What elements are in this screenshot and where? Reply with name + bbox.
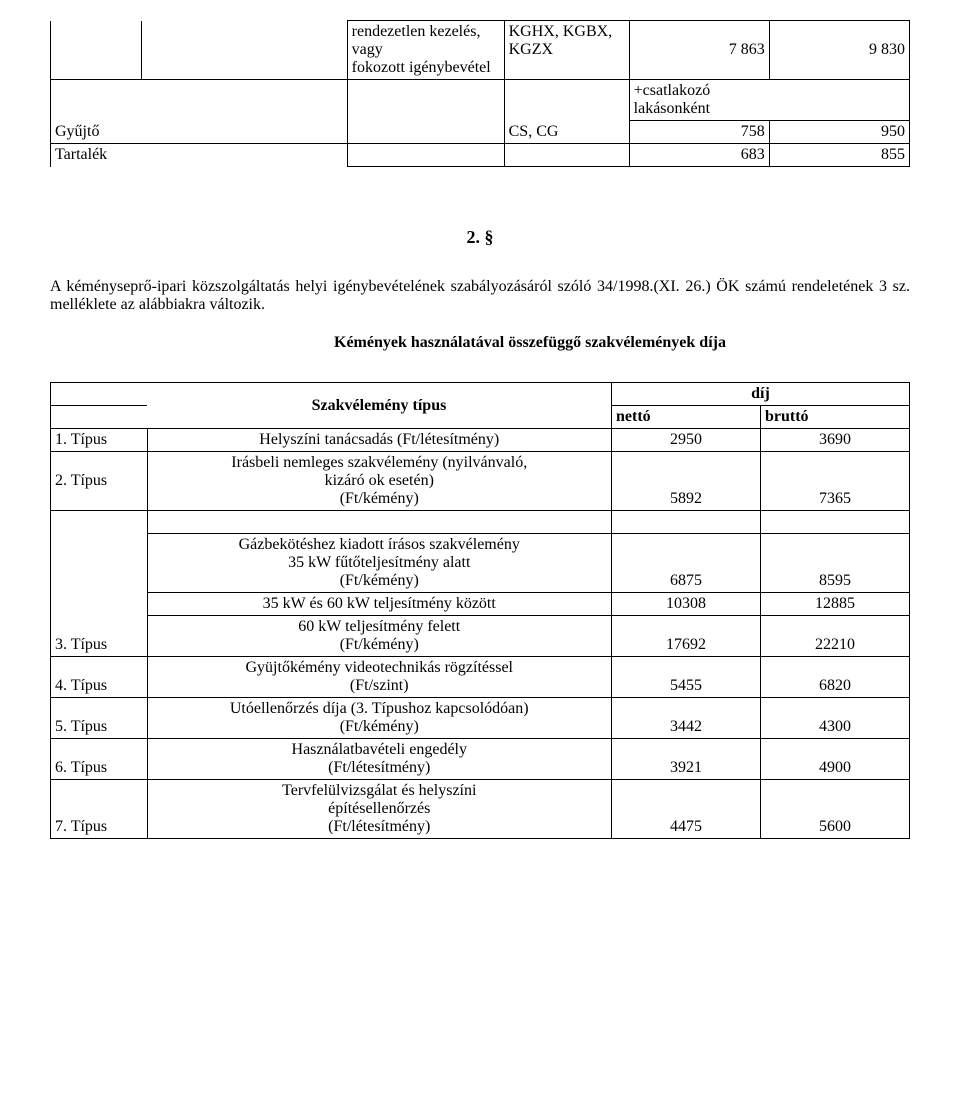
- cell-label: Gyűjtő: [51, 80, 348, 144]
- text: építésellenőrzés: [328, 800, 430, 817]
- cell-code: KGHX, KGBX, KGZX: [504, 21, 629, 80]
- cell-desc: 60 kW teljesítmény felett (Ft/kémény): [147, 615, 612, 656]
- cell-blank: [612, 511, 761, 534]
- cell-value: 8595: [761, 533, 910, 592]
- header-type: Szakvélemény típus: [147, 383, 612, 429]
- cell-value: 4300: [761, 697, 910, 738]
- cell-value: 6875: [612, 533, 761, 592]
- text: (Ft/létesítmény): [328, 818, 430, 835]
- cell-value: 17692: [612, 615, 761, 656]
- text: +csatlakozó: [634, 82, 711, 99]
- cell-value: 2950: [612, 429, 761, 452]
- text: KGZX: [509, 41, 553, 58]
- text: Használatbavételi engedély: [292, 741, 467, 758]
- text: (Ft/kémény): [340, 636, 419, 653]
- cell-note: +csatlakozó lakásonként: [629, 80, 909, 121]
- subtitle: Kémények használatával összefüggő szakvé…: [150, 334, 910, 352]
- text: (Ft/kémény): [340, 718, 419, 735]
- cell-blank: [761, 511, 910, 534]
- cell-blank: [141, 21, 347, 80]
- header-gross: bruttó: [761, 406, 910, 429]
- header-net: nettó: [612, 406, 761, 429]
- text: Irásbeli nemleges szakvélemény (nyilvánv…: [231, 454, 527, 471]
- text: kizáró ok esetén): [325, 472, 434, 489]
- cell-desc: Irásbeli nemleges szakvélemény (nyilvánv…: [147, 452, 612, 511]
- cell-desc: Utóellenőrzés díja (3. Típushoz kapcsoló…: [147, 697, 612, 738]
- text: KGHX, KGBX,: [509, 23, 613, 40]
- text: Gázbekötéshez kiadott írásos szakvélemén…: [239, 536, 520, 553]
- cell-desc: 35 kW és 60 kW teljesítmény között: [147, 592, 612, 615]
- cell-value: 5455: [612, 656, 761, 697]
- cell-desc: Tervfelülvizsgálat és helyszíni építésel…: [147, 779, 612, 838]
- cell-value: 3690: [761, 429, 910, 452]
- text: (Ft/kémény): [340, 572, 419, 589]
- cell-blank: [51, 21, 142, 80]
- text: lakásonként: [634, 100, 710, 117]
- cell-value: 3921: [612, 738, 761, 779]
- cell-value: 5600: [761, 779, 910, 838]
- text: Gyüjtőkémény videotechnikás rögzítéssel: [246, 659, 513, 676]
- text: (Ft/kémény): [340, 490, 419, 507]
- cell-value: 7 863: [629, 21, 769, 80]
- cell-blank: [51, 383, 148, 406]
- cell-type: 6. Típus: [51, 738, 148, 779]
- section-number: 2. §: [50, 227, 910, 248]
- cell-code: CS, CG: [504, 80, 629, 144]
- cell-value: 4900: [761, 738, 910, 779]
- fee-table: Szakvélemény típus díj nettó bruttó 1. T…: [50, 382, 910, 839]
- cell-blank: [51, 406, 148, 429]
- cell-type: 5. Típus: [51, 697, 148, 738]
- cell-blank: [147, 511, 612, 534]
- cell-blank: [347, 80, 504, 144]
- cell-desc: Gázbekötéshez kiadott írásos szakvélemén…: [147, 533, 612, 592]
- text: 60 kW teljesítmény felett: [298, 618, 460, 635]
- cell-value: 950: [769, 121, 909, 144]
- paragraph: A kéményseprő-ipari közszolgáltatás hely…: [50, 278, 910, 314]
- cell-value: 5892: [612, 452, 761, 511]
- text: (Ft/létesítmény): [328, 759, 430, 776]
- cell-desc: Helyszíni tanácsadás (Ft/létesítmény): [147, 429, 612, 452]
- header-fee: díj: [612, 383, 910, 406]
- text: (Ft/szint): [350, 677, 409, 694]
- cell-value: 10308: [612, 592, 761, 615]
- cell-blank: [347, 144, 504, 167]
- cell-value: 7365: [761, 452, 910, 511]
- cell-value: 758: [629, 121, 769, 144]
- text: fokozott igénybevétel: [352, 59, 491, 76]
- text: 35 kW fűtőteljesítmény alatt: [288, 554, 470, 571]
- cell-value: 4475: [612, 779, 761, 838]
- cell-desc: Használatbavételi engedély (Ft/létesítmé…: [147, 738, 612, 779]
- cell-value: 683: [629, 144, 769, 167]
- cell-desc: rendezetlen kezelés, vagy fokozott igény…: [347, 21, 504, 80]
- cell-value: 6820: [761, 656, 910, 697]
- cell-blank: [51, 511, 148, 534]
- cell-type: 4. Típus: [51, 656, 148, 697]
- cell-type: 3. Típus: [51, 533, 148, 656]
- text: Tervfelülvizsgálat és helyszíni: [282, 782, 476, 799]
- cell-value: 12885: [761, 592, 910, 615]
- cell-value: 22210: [761, 615, 910, 656]
- cell-blank: [504, 144, 629, 167]
- cell-type: 1. Típus: [51, 429, 148, 452]
- cell-label: Tartalék: [51, 144, 348, 167]
- cell-value: 855: [769, 144, 909, 167]
- cell-value: 9 830: [769, 21, 909, 80]
- text: Gyűjtő: [55, 123, 99, 140]
- cell-type: 7. Típus: [51, 779, 148, 838]
- top-table: rendezetlen kezelés, vagy fokozott igény…: [50, 20, 910, 167]
- text: rendezetlen kezelés, vagy: [352, 23, 481, 58]
- text: Utóellenőrzés díja (3. Típushoz kapcsoló…: [230, 700, 529, 717]
- cell-desc: Gyüjtőkémény videotechnikás rögzítéssel …: [147, 656, 612, 697]
- cell-value: 3442: [612, 697, 761, 738]
- cell-type: 2. Típus: [51, 452, 148, 511]
